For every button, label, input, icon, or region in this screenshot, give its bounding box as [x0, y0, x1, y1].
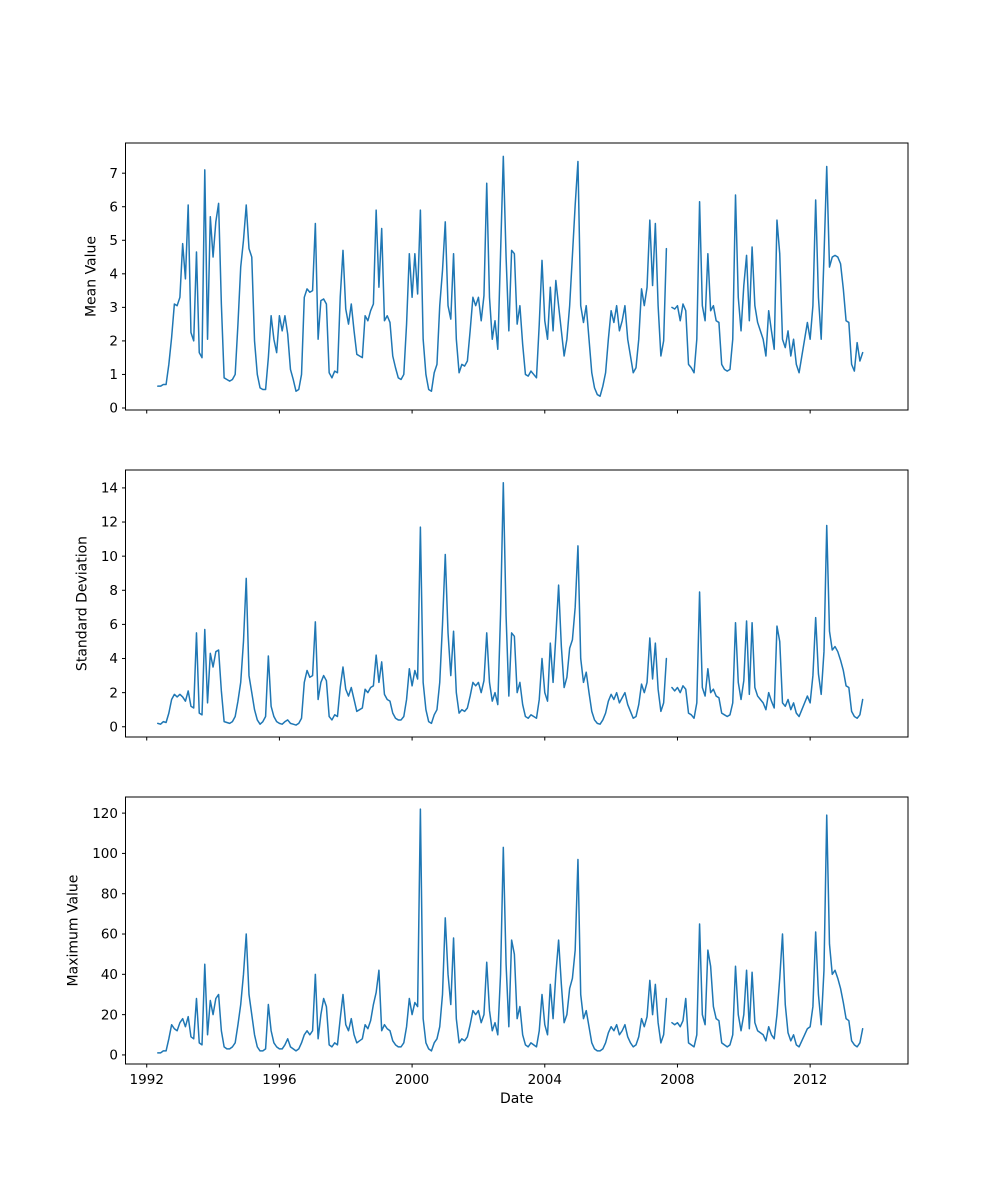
series-line [671, 165, 864, 374]
y-tick-label: 100 [92, 846, 118, 862]
y-tick-label: 40 [101, 967, 118, 983]
axes-spines [125, 796, 909, 1065]
y-tick-label: 1 [109, 367, 118, 383]
y-tick-label: 2 [109, 685, 118, 701]
y-tick-label: 20 [101, 1007, 118, 1023]
axes-standard-deviation: 0 2 4 6 8 10 12 14 Standard Deviation [75, 469, 909, 741]
y-tick-label: 7 [109, 166, 118, 182]
axes-spines [125, 142, 909, 411]
y-tick-label: 6 [109, 617, 118, 633]
series-line [157, 808, 668, 1054]
x-tick-label: 2004 [528, 1072, 562, 1088]
x-tick-label: 2008 [660, 1072, 694, 1088]
series-line [157, 155, 668, 397]
y-tick-label: 3 [109, 300, 118, 316]
y-tick-label: 60 [101, 927, 118, 943]
x-axis-label: Date [500, 1091, 533, 1107]
y-tick-label: 12 [101, 515, 118, 531]
y-tick-label: 4 [109, 267, 118, 283]
y-tick-label: 0 [109, 719, 118, 735]
x-tick-label: 2012 [793, 1072, 827, 1088]
y-tick-label: 10 [101, 549, 118, 565]
y-tick-label: 4 [109, 651, 118, 667]
y-tick-label: 6 [109, 199, 118, 215]
y-axis-label: Maximum Value [66, 875, 82, 987]
x-tick-label: 1992 [130, 1072, 164, 1088]
axes-mean-value: 0 1 2 3 4 5 6 7 Mean Value [84, 142, 909, 417]
axes-maximum-value: 0 20 40 60 80 100 120 1992 1996 2000 2004 2008 2012 M… [66, 796, 909, 1088]
y-tick-label: 5 [109, 233, 118, 249]
series-line [671, 524, 864, 719]
y-axis-label: Standard Deviation [75, 536, 91, 671]
series-line [671, 814, 864, 1048]
y-tick-label: 14 [101, 481, 118, 497]
y-tick-label: 0 [109, 401, 118, 417]
axes-spines [125, 469, 909, 738]
x-tick-label: 2000 [395, 1072, 429, 1088]
y-tick-label: 0 [109, 1048, 118, 1064]
x-tick-label: 1996 [262, 1072, 296, 1088]
series-line [157, 482, 668, 726]
y-axis-label: Mean Value [84, 236, 100, 317]
y-tick-label: 2 [109, 334, 118, 350]
y-tick-label: 80 [101, 886, 118, 902]
y-tick-label: 120 [92, 806, 118, 822]
y-tick-label: 8 [109, 583, 118, 599]
